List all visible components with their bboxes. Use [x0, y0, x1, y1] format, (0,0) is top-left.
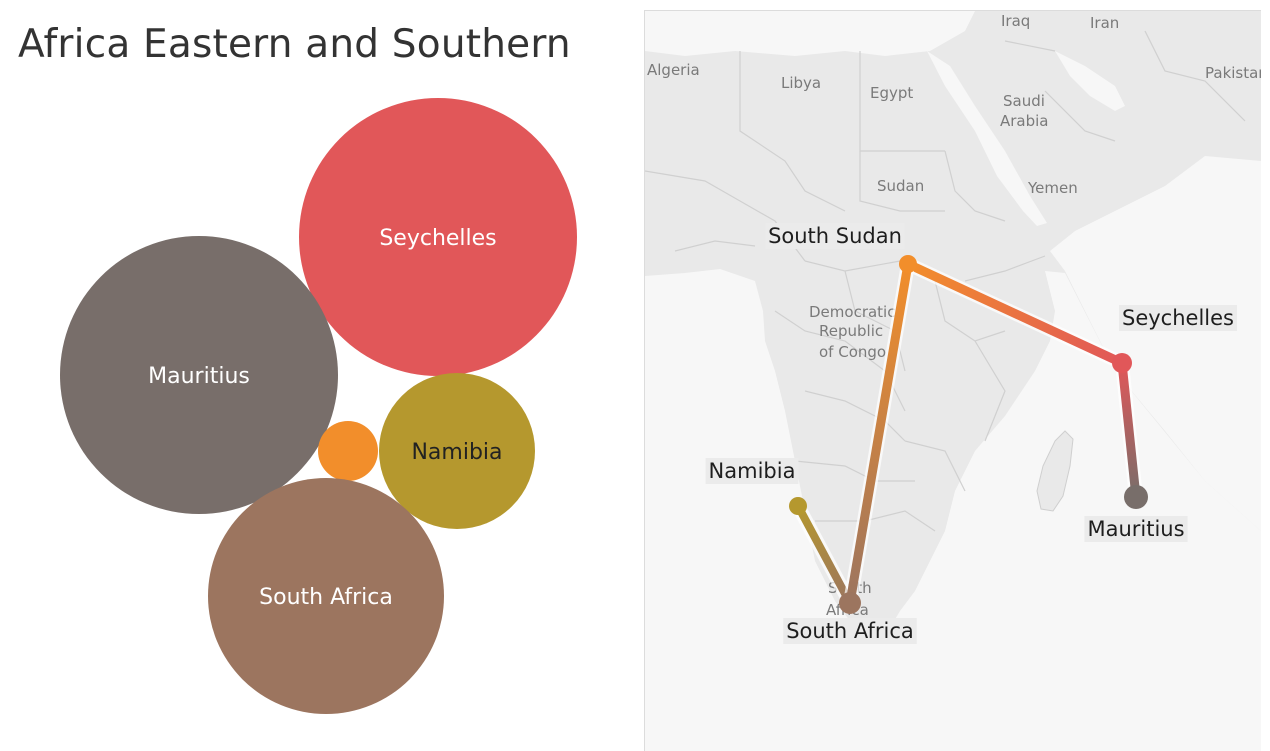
- map-label-group-namibia: Namibia: [705, 458, 799, 484]
- geo-label-arabia: Arabia: [1000, 112, 1049, 130]
- mediterranean-sea: [645, 11, 975, 56]
- map-label-seychelles: Seychelles: [1122, 306, 1234, 330]
- bubble-label-mauritius: Mauritius: [148, 364, 250, 389]
- map-point-seychelles[interactable]: [1112, 353, 1132, 373]
- geo-label-sudan: Sudan: [877, 177, 924, 195]
- map-label-mauritius: Mauritius: [1087, 517, 1184, 541]
- map-point-namibia[interactable]: [789, 497, 807, 515]
- country-borders: [645, 30, 1246, 532]
- map-label-group-seychelles: Seychelles: [1119, 305, 1237, 331]
- bubble-circle-seychelles[interactable]: [299, 98, 577, 376]
- madagascar: [1036, 430, 1074, 512]
- red-sea: [927, 51, 1047, 226]
- geo-label-iraq: Iraq: [1001, 12, 1030, 30]
- bubble-circle-mauritius[interactable]: [60, 236, 338, 514]
- bubble-circle-south-africa[interactable]: [208, 478, 444, 714]
- map-label-bg-south-sudan: [765, 223, 905, 249]
- geo-label-iran: Iran: [1090, 14, 1119, 32]
- geo-label-algeria: Algeria: [647, 61, 700, 79]
- geo-label-pakistan: Pakistan: [1205, 64, 1261, 82]
- bubble-circle-namibia[interactable]: [379, 373, 535, 529]
- bubble-namibia[interactable]: Namibia: [379, 373, 535, 529]
- map-canvas[interactable]: Algeria Libya Egypt Iraq Iran Pakistan S…: [645, 11, 1261, 751]
- bubble-chart: Seychelles Mauritius Namibia South Africa: [60, 98, 577, 714]
- route-seychelles-to-mauritius[interactable]: [1117, 358, 1141, 502]
- map-panel[interactable]: Algeria Libya Egypt Iraq Iran Pakistan S…: [644, 10, 1261, 751]
- route-south-africa-to-south-sudan[interactable]: [845, 259, 913, 608]
- point-labels-layer: South Sudan Seychelles Mauritius Namibia Sou…: [705, 223, 1237, 644]
- map-point-south-africa[interactable]: [839, 592, 861, 614]
- bubble-mauritius[interactable]: Mauritius: [60, 236, 338, 514]
- page-title: Africa Eastern and Southern: [18, 22, 571, 67]
- route-south-sudan-to-seychelles[interactable]: [903, 259, 1127, 368]
- map-label-bg-south-africa: [783, 618, 917, 644]
- map-label-bg-mauritius: [1084, 516, 1188, 542]
- persian-gulf: [1055, 51, 1125, 111]
- map-label-namibia: Namibia: [709, 459, 796, 483]
- routes-layer: [791, 257, 1143, 610]
- map-label-group-south-africa: South Africa: [783, 618, 917, 644]
- geo-label-republic: Republic: [819, 322, 883, 340]
- map-label-bg-seychelles: [1119, 305, 1237, 331]
- arabian-sea: [1050, 156, 1261, 531]
- bubble-label-south-africa: South Africa: [259, 585, 393, 610]
- map-label-bg-namibia: [705, 458, 799, 484]
- points-layer: [789, 255, 1148, 614]
- map-label-group-mauritius: Mauritius: [1084, 516, 1188, 542]
- map-label-south-africa: South Africa: [786, 619, 914, 643]
- map-point-south-sudan[interactable]: [899, 255, 917, 273]
- geo-label-yemen: Yemen: [1027, 179, 1078, 197]
- map-point-mauritius[interactable]: [1124, 485, 1148, 509]
- geo-label-saudi: Saudi: [1003, 92, 1045, 110]
- bubble-seychelles[interactable]: Seychelles: [299, 98, 577, 376]
- bubble-circle-south-sudan[interactable]: [318, 421, 378, 481]
- bubble-south-africa[interactable]: South Africa: [208, 478, 444, 714]
- map-label-group-south-sudan: South Sudan: [765, 223, 905, 249]
- bubble-south-sudan[interactable]: [318, 421, 378, 481]
- bubble-label-seychelles: Seychelles: [379, 226, 496, 251]
- bubble-label-namibia: Namibia: [411, 440, 502, 465]
- map-label-south-sudan: South Sudan: [768, 224, 902, 248]
- geo-label-democratic: Democratic: [809, 303, 895, 321]
- geo-label-egypt: Egypt: [870, 84, 913, 102]
- geo-label-of-congo: of Congo: [819, 343, 886, 361]
- geo-labels: Algeria Libya Egypt Iraq Iran Pakistan S…: [647, 12, 1261, 619]
- land-layer: [645, 11, 1261, 751]
- route-namibia-to-south-africa[interactable]: [794, 502, 854, 607]
- geo-label-libya: Libya: [781, 74, 821, 92]
